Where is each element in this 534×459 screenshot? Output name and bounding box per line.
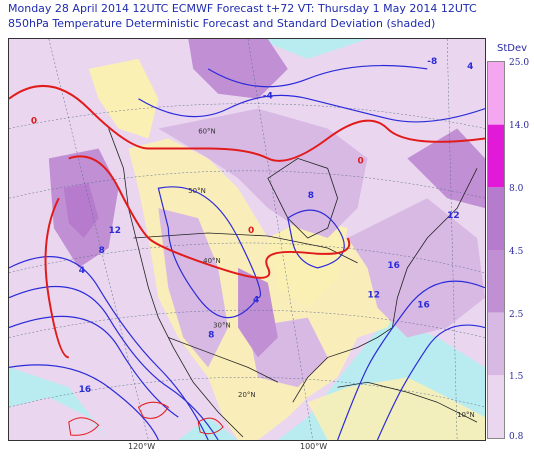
contour-label: 8 bbox=[208, 331, 214, 341]
legend-swatch-25b bbox=[488, 312, 504, 376]
temp-contour-lake bbox=[287, 209, 345, 269]
stdev-area-max bbox=[63, 183, 99, 239]
meridian-120w bbox=[48, 39, 149, 440]
coastline-pacific bbox=[108, 128, 244, 438]
contour-label: 16 bbox=[417, 301, 429, 311]
legend-swatch-15 bbox=[488, 375, 504, 438]
contour-label: -4 bbox=[263, 92, 273, 102]
contour-label: 8 bbox=[99, 246, 105, 256]
contour-label: 16 bbox=[79, 385, 91, 395]
stdev-area-plains bbox=[238, 267, 278, 358]
meridian-80w bbox=[446, 39, 458, 440]
stdev-area-canada bbox=[158, 108, 368, 239]
coastline-central-america bbox=[337, 381, 478, 423]
lon-label-100w: 100°W bbox=[300, 442, 328, 451]
parallel-30n bbox=[9, 309, 485, 338]
temp-contour-east-12 bbox=[337, 280, 485, 440]
temp-contour-12 bbox=[9, 315, 179, 418]
legend-swatch-25 bbox=[488, 62, 504, 125]
contour-label: 12 bbox=[109, 226, 121, 236]
parallel-40n bbox=[9, 242, 485, 274]
contour-label: 16 bbox=[387, 261, 399, 271]
legend-label-45: 4.5 bbox=[509, 247, 524, 257]
contour-label: 4 bbox=[79, 266, 85, 276]
temp-contour-north--4 bbox=[138, 94, 485, 123]
legend-label-25: 25.0 bbox=[509, 58, 530, 68]
contour-label: 8 bbox=[308, 191, 314, 201]
legend-label-08: 0.8 bbox=[509, 432, 524, 442]
land-yukon bbox=[88, 58, 159, 139]
temp-contour-16 bbox=[9, 364, 159, 440]
stdev-area-atlantic bbox=[407, 128, 485, 209]
parallel-20n bbox=[9, 377, 485, 408]
lat-label-20n: 20°N bbox=[238, 391, 256, 399]
legend-swatch-14 bbox=[488, 124, 504, 188]
contour-label: 4 bbox=[253, 296, 259, 306]
land-hudson-region bbox=[267, 218, 348, 308]
parallel-60n bbox=[9, 103, 485, 129]
chart-title: Monday 28 April 2014 12UTC ECMWF Forecas… bbox=[8, 2, 477, 15]
lat-label-10n: 10°N bbox=[457, 411, 475, 419]
contour-label: 12 bbox=[367, 291, 379, 301]
zero-contour-small-1 bbox=[137, 401, 170, 419]
legend-label-15: 1.5 bbox=[509, 372, 524, 382]
temp-contour-east-16 bbox=[376, 324, 485, 440]
legend-label-14: 14.0 bbox=[509, 121, 530, 131]
temp-contour-north--8 bbox=[207, 64, 428, 88]
contour-label: 12 bbox=[447, 211, 459, 221]
stdev-area-greenland bbox=[188, 39, 288, 99]
legend-swatch-8 bbox=[488, 187, 504, 250]
us-mexico-border bbox=[168, 337, 279, 383]
coastline-hudson bbox=[267, 157, 339, 239]
zero-contour-south bbox=[68, 155, 351, 279]
lat-label-30n: 30°N bbox=[213, 322, 231, 330]
temp-contour-8 bbox=[9, 286, 219, 440]
contour-label: 0 bbox=[358, 156, 364, 166]
stdev-area-rockies bbox=[158, 208, 229, 368]
land-central-america bbox=[307, 377, 485, 440]
lat-label-50n: 50°N bbox=[188, 187, 206, 195]
legend-label-8: 8.0 bbox=[509, 184, 524, 194]
lat-label-60n: 60°N bbox=[198, 128, 216, 136]
temp-contour-4 bbox=[9, 256, 209, 440]
contour-label: 4 bbox=[467, 62, 473, 72]
stdev-area-east bbox=[347, 198, 485, 338]
zero-contour-small-2 bbox=[197, 417, 224, 435]
legend-label-25b: 2.5 bbox=[509, 310, 524, 320]
legend-swatch-45 bbox=[488, 250, 504, 313]
zero-contour-small-3 bbox=[68, 417, 100, 436]
contour-label: 0 bbox=[248, 226, 254, 236]
stdev-area-southwest bbox=[9, 397, 109, 440]
forecast-map: 60°N 50°N 40°N 30°N 20°N 10°N 0 4 8 12 1… bbox=[8, 38, 486, 441]
zero-contour-north bbox=[9, 84, 485, 162]
chart-subtitle: 850hPa Temperature Deterministic Forecas… bbox=[8, 17, 436, 30]
stdev-legend bbox=[487, 61, 505, 439]
meridian-100w bbox=[247, 39, 313, 440]
temp-contour-low bbox=[157, 186, 262, 319]
parallel-50n bbox=[9, 170, 485, 199]
contour-label: 0 bbox=[31, 117, 37, 127]
zero-contour-west bbox=[44, 197, 70, 359]
meridian-140w bbox=[9, 438, 10, 440]
contour-label: -8 bbox=[427, 57, 437, 67]
legend-title: StDev bbox=[497, 43, 528, 54]
lon-label-120w: 120°W bbox=[128, 442, 156, 451]
lat-label-40n: 40°N bbox=[203, 257, 221, 265]
